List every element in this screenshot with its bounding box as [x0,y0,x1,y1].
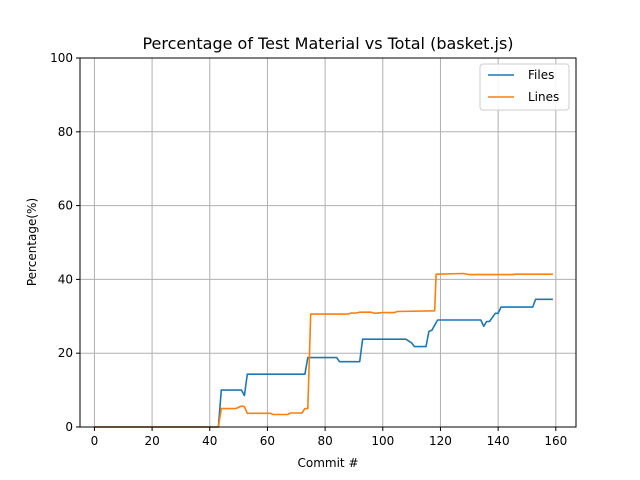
x-tick-label: 40 [202,434,217,448]
y-tick-label: 20 [58,346,73,360]
axis-ticks: 0 20 40 60 80 100 120 140 160 0 20 40 60 80 100 [50,51,567,448]
legend-label-files: Files [528,68,554,82]
chart-title: Percentage of Test Material vs Total (ba… [142,34,513,53]
legend-label-lines: Lines [528,90,559,104]
x-tick-label: 0 [91,434,99,448]
series-line-files [94,298,553,428]
series-line-lines [94,272,553,428]
x-tick-label: 100 [371,434,394,448]
y-tick-label: 40 [58,272,73,286]
series-group [94,272,553,428]
x-tick-label: 80 [317,434,332,448]
legend: Files Lines [479,63,570,111]
y-tick-label: 80 [58,125,73,139]
x-tick-label: 20 [144,434,159,448]
x-tick-label: 160 [544,434,567,448]
x-tick-label: 140 [487,434,510,448]
x-tick-label: 60 [260,434,275,448]
x-tick-label: 120 [429,434,452,448]
plot-frame [79,57,577,428]
y-tick-label: 60 [58,199,73,213]
y-tick-label: 0 [65,420,73,434]
x-axis-label: Commit # [297,456,358,470]
y-tick-label: 100 [50,51,73,65]
y-axis-label: Percentage(%) [25,198,39,286]
